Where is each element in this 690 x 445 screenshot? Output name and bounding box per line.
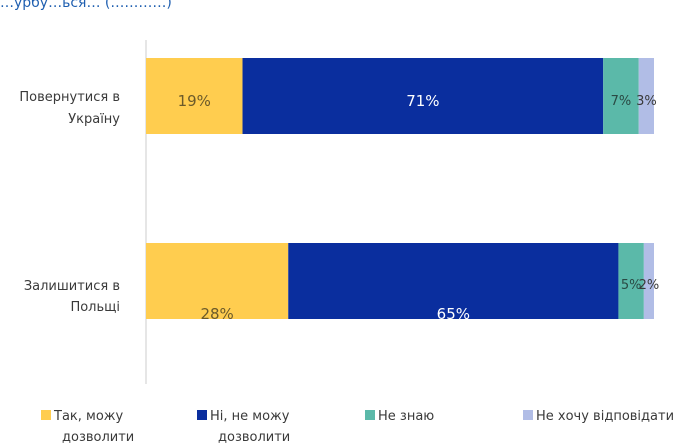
data-label-2-3: 5% bbox=[621, 278, 642, 293]
data-label-1-3: 7% bbox=[611, 94, 632, 109]
category-label-1: Повернутися в bbox=[19, 90, 120, 105]
legend-label-2: Ні, не можу bbox=[210, 409, 290, 424]
bar-1-1 bbox=[146, 58, 243, 134]
legend: Так, можу дозволити Ні, не можу дозволити Не… bbox=[41, 409, 674, 445]
category-labels: Повернутися в Україну Залишитися в Польщі bbox=[19, 90, 120, 315]
chart-title: …урбу…ься… (…………) bbox=[0, 0, 172, 11]
bar-2-4 bbox=[643, 243, 654, 319]
legend-swatch-1 bbox=[41, 410, 51, 420]
data-label-2-2: 65% bbox=[437, 305, 470, 323]
legend-label-1: Так, можу bbox=[53, 409, 123, 424]
category-label-1: Україну bbox=[68, 112, 120, 127]
bar-2-2 bbox=[288, 243, 619, 319]
legend-swatch-2 bbox=[197, 410, 207, 420]
legend-label-3: Не знаю bbox=[378, 409, 434, 424]
bar-1-2 bbox=[242, 58, 604, 134]
bar-1-3 bbox=[603, 58, 639, 134]
data-label-1-1: 19% bbox=[178, 92, 211, 110]
bar-1-4 bbox=[638, 58, 654, 134]
data-label-1-2: 71% bbox=[406, 92, 439, 110]
data-label-1-4: 3% bbox=[636, 94, 657, 109]
legend-swatch-3 bbox=[365, 410, 375, 420]
category-label-2: Польщі bbox=[70, 300, 120, 315]
data-label-2-1: 28% bbox=[200, 305, 233, 323]
bar-2-1 bbox=[146, 243, 289, 319]
legend-swatch-4 bbox=[523, 410, 533, 420]
bars-group: 19% 71% 7% 3% 28% 65% 5%2% bbox=[146, 58, 659, 323]
bar-2-3 bbox=[618, 243, 644, 319]
category-label-2: Залишитися в bbox=[24, 279, 120, 294]
data-label-2-4: 2% bbox=[639, 278, 660, 293]
legend-label-2: дозволити bbox=[218, 430, 290, 445]
legend-label-4: Не хочу відповідати bbox=[536, 409, 674, 424]
legend-label-1: дозволити bbox=[62, 430, 134, 445]
